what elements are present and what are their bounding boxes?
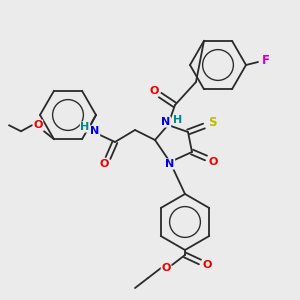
Text: N: N [161,117,171,127]
Text: O: O [149,86,159,96]
Text: H: H [80,122,90,132]
Text: O: O [33,120,43,130]
Text: O: O [208,157,218,167]
Text: O: O [161,263,171,273]
Text: O: O [202,260,212,270]
Text: O: O [99,159,109,169]
Text: N: N [90,126,100,136]
Text: H: H [173,115,183,125]
Text: S: S [208,116,216,130]
Text: F: F [262,53,270,67]
Text: N: N [165,159,175,169]
